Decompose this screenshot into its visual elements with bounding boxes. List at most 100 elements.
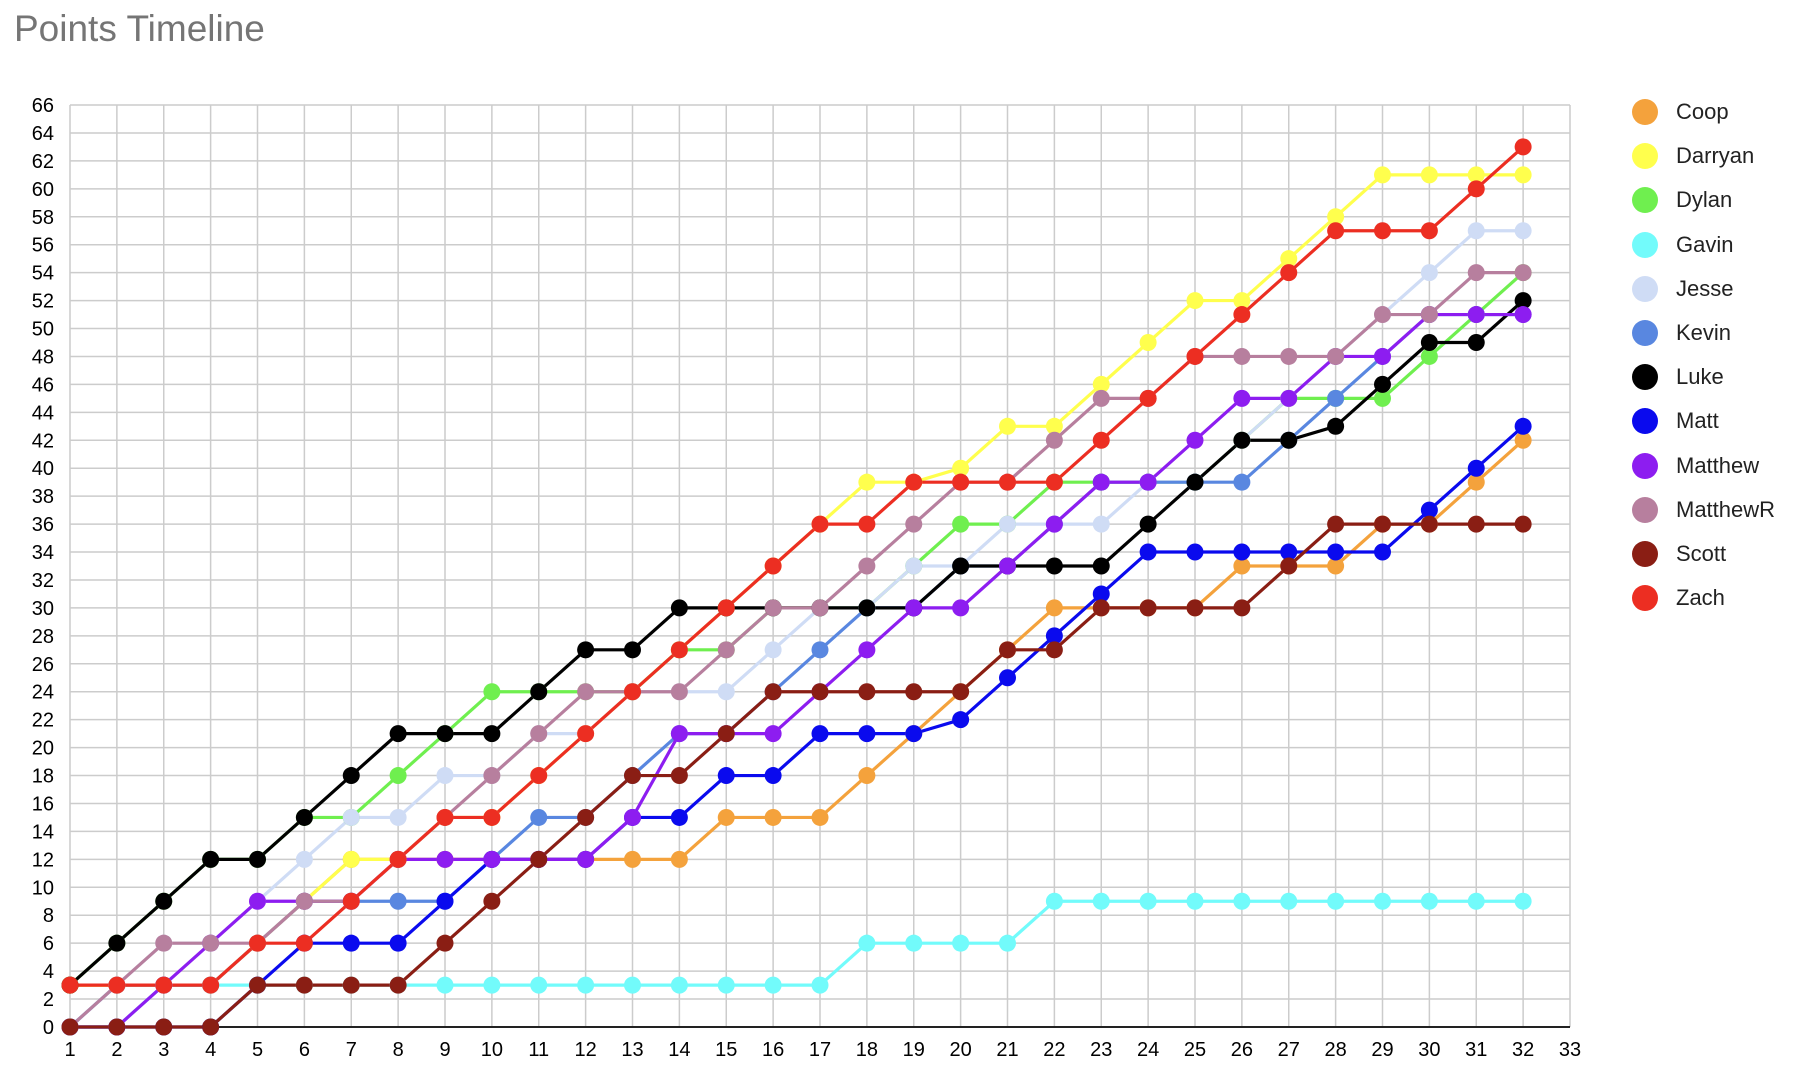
data-point-scott [1467,515,1485,533]
y-tick-label: 46 [32,374,54,396]
data-point-zach [342,892,360,910]
data-point-luke [1186,473,1204,491]
data-point-luke [436,725,454,743]
data-point-matthew [1467,306,1485,324]
y-tick-label: 64 [32,123,54,145]
data-point-zach [1327,222,1345,240]
data-point-scott [670,767,688,785]
data-point-luke [1139,515,1157,533]
x-tick-label: 33 [1559,1039,1581,1061]
series-line-jesse [68,229,1524,1029]
data-point-dylan [389,767,407,785]
data-point-gavin [1327,892,1345,910]
x-tick-label: 2 [111,1039,122,1061]
data-point-kevin [1327,389,1345,407]
data-point-matthew [1280,389,1298,407]
data-point-gavin [905,934,923,952]
legend-item-coop: Coop [1632,90,1775,134]
data-point-coop [1467,473,1485,491]
data-point-zach [577,725,595,743]
data-point-matthewr [577,683,595,701]
data-point-gavin [1092,892,1110,910]
data-point-jesse [1420,264,1438,282]
data-point-coop [1233,557,1251,575]
legend-swatch [1632,496,1658,523]
legend-swatch [1632,320,1658,347]
data-point-darryan [1045,417,1063,435]
legend-swatch [1632,275,1658,302]
data-point-zach [155,976,173,994]
series-line-luke [68,299,1525,987]
data-point-darryan [1374,166,1391,184]
data-point-luke [670,599,688,617]
data-point-gavin [952,934,970,952]
y-tick-label: 52 [32,291,54,313]
x-tick-label: 11 [528,1039,549,1061]
data-point-scott [108,1018,126,1036]
data-point-gavin [1186,892,1204,910]
data-point-kevin [389,892,407,910]
legend-swatch [1632,364,1658,391]
data-point-matt [1045,627,1063,645]
data-point-zach [764,557,782,575]
legend-label: Darryan [1676,143,1755,169]
data-point-darryan [1233,292,1251,310]
legend-swatch [1632,585,1658,612]
legend-swatch [1632,452,1658,479]
legend-label: Dylan [1676,187,1733,213]
data-point-matthewr [1327,347,1345,365]
data-point-zach [530,767,548,785]
data-point-matt [436,892,454,910]
data-point-matt [1186,543,1204,561]
y-tick-label: 50 [32,319,54,341]
data-point-scott [905,683,923,701]
data-point-jesse [764,641,782,659]
legend-item-kevin: Kevin [1632,311,1775,355]
x-tick-label: 32 [1512,1039,1534,1061]
data-point-matthew [1233,389,1251,407]
data-point-darryan [858,473,876,491]
data-point-matthewr [202,934,220,952]
data-point-scott [1327,515,1345,533]
data-point-zach [483,808,501,826]
y-tick-label: 42 [32,430,54,452]
data-point-luke [295,808,313,826]
data-point-darryan [1467,166,1485,184]
y-tick-label: 2 [43,989,54,1011]
data-point-scott [624,767,641,785]
x-tick-label: 16 [762,1039,784,1061]
y-tick-label: 6 [43,933,54,955]
data-point-gavin [1467,892,1485,910]
data-point-luke [1374,375,1391,393]
data-point-matthewr [1092,389,1110,407]
data-point-matt [1514,417,1532,435]
legend-item-jesse: Jesse [1632,267,1775,311]
y-tick-label: 18 [32,766,54,788]
y-tick-label: 62 [32,151,54,173]
data-point-matt [952,711,970,729]
data-point-dylan [483,683,501,701]
data-point-scott [342,976,360,994]
x-tick-label: 15 [715,1039,737,1061]
x-tick-label: 14 [668,1039,690,1061]
data-point-darryan [999,417,1016,435]
data-point-matthew [577,850,595,868]
x-tick-label: 30 [1418,1039,1440,1061]
data-point-zach [1514,138,1532,156]
data-point-matthewr [1280,347,1298,365]
data-point-matthewr [811,599,829,617]
y-tick-label: 54 [32,263,54,285]
data-point-darryan [1420,166,1438,184]
y-tick-label: 60 [32,179,54,201]
data-point-scott [811,683,829,701]
data-point-jesse [295,850,313,868]
data-point-matthew [1374,347,1391,365]
data-point-matthewr [1045,431,1063,449]
legend-label: Luke [1676,364,1724,390]
data-point-zach [1280,264,1298,282]
data-point-luke [1280,431,1298,449]
legend-item-luke: Luke [1632,355,1775,399]
series-line-matt [70,425,1525,1029]
data-point-matthew [1045,515,1063,533]
y-tick-label: 8 [43,905,54,927]
